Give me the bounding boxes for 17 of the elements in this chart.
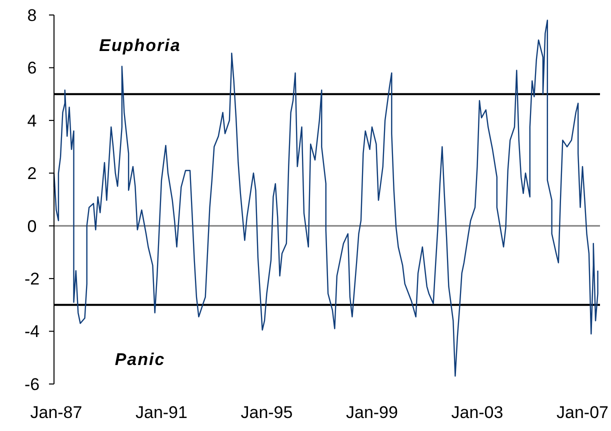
y-tick-label: -4: [24, 322, 40, 342]
x-tick-label: Jan-91: [135, 403, 188, 422]
y-tick-label: -2: [24, 270, 40, 289]
x-tick-label: Jan-87: [30, 403, 82, 422]
x-tick-label: Jan-99: [346, 403, 398, 422]
x-tick-label: Jan-07: [556, 403, 608, 422]
y-tick-label: 8: [27, 6, 37, 25]
annotation: Euphoria: [99, 36, 181, 55]
y-tick-label: -6: [24, 374, 40, 394]
y-tick-label: 0: [27, 216, 37, 236]
annotation: Panic: [114, 350, 166, 369]
x-tick-label: Jan-95: [240, 403, 293, 422]
x-tick-label: Jan-03: [451, 403, 504, 422]
y-tick-label: 6: [27, 58, 37, 78]
line-series: [53, 20, 598, 377]
y-tick-label: 4: [27, 111, 37, 130]
y-tick-label: 2: [27, 164, 37, 184]
